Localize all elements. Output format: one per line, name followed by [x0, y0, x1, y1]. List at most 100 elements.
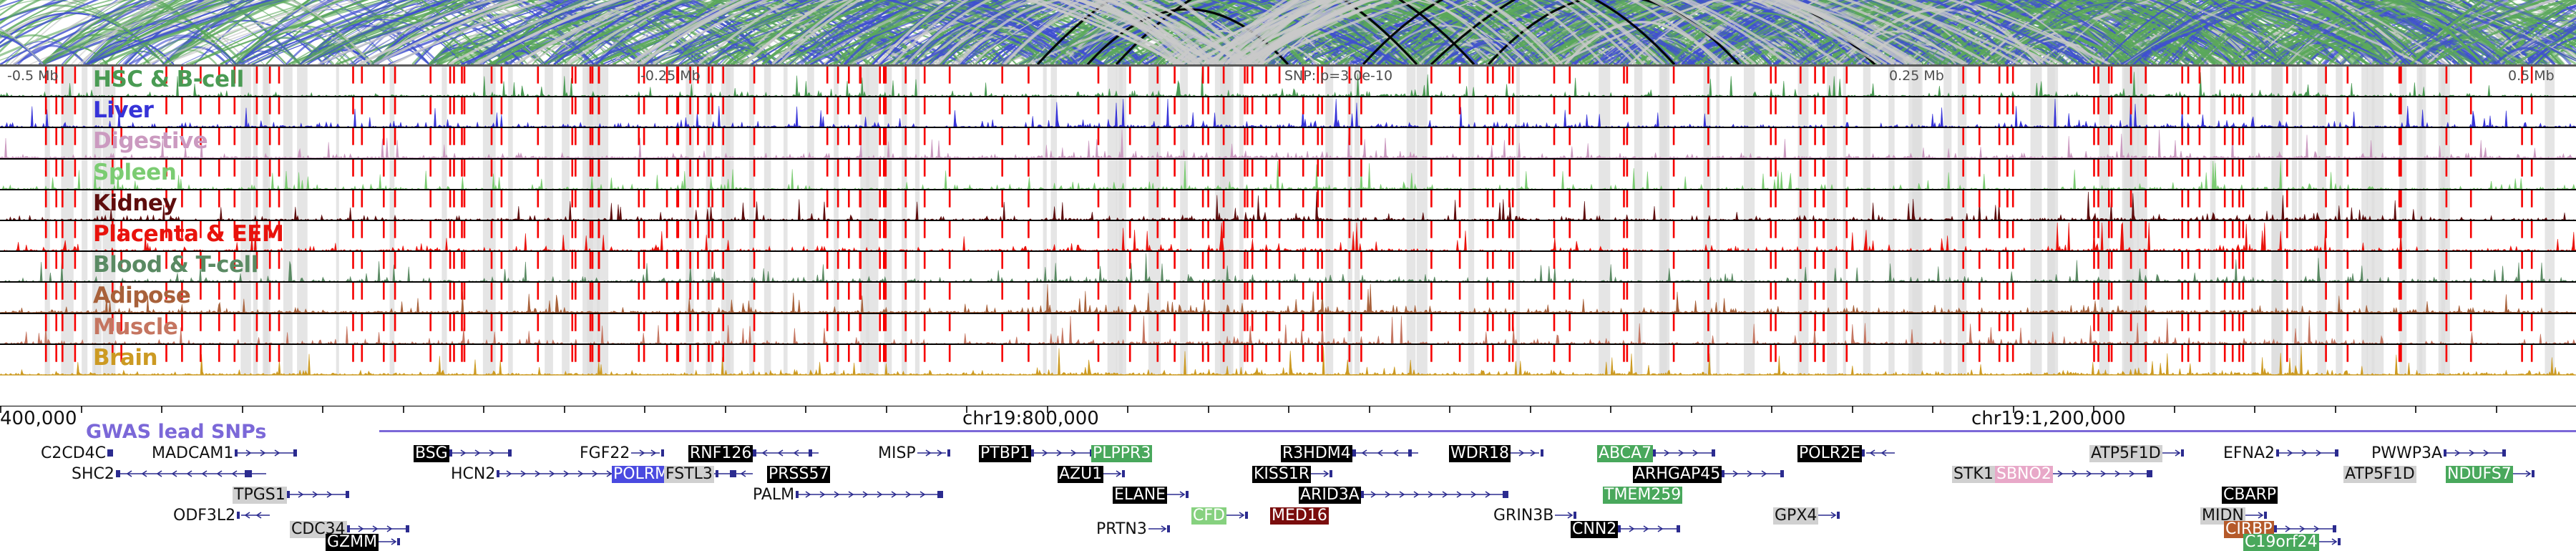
gene-label[interactable]: ARID3A: [1299, 486, 1361, 504]
gene-model: [235, 448, 301, 458]
gene-label[interactable]: POLR2E: [1797, 444, 1863, 462]
gene-entry[interactable]: PRTN3: [1095, 521, 1170, 538]
gene-entry[interactable]: MED16: [1270, 507, 1329, 525]
gene-label[interactable]: SHC2: [72, 465, 114, 483]
gene-entry[interactable]: GRIN3B: [1492, 507, 1577, 525]
gene-entry[interactable]: ODF3L2: [172, 507, 270, 525]
gene-label[interactable]: ATP5F1D: [2343, 465, 2416, 483]
gene-label[interactable]: PWWP3A: [2371, 444, 2443, 462]
gene-label[interactable]: EFNA2: [2223, 444, 2275, 462]
gene-entry[interactable]: KISS1R: [1252, 465, 1333, 483]
gene-label[interactable]: FSTL3: [664, 465, 714, 483]
gene-entry[interactable]: TPGS1: [233, 487, 353, 504]
gene-entry[interactable]: R3HDM4: [1281, 445, 1418, 462]
gene-label[interactable]: PALM: [753, 486, 795, 504]
gene-label[interactable]: NDUFS7: [2446, 465, 2513, 483]
gene-entry[interactable]: EFNA2: [2222, 445, 2342, 462]
gene-entry[interactable]: WDR18: [1449, 445, 1543, 462]
gene-entry[interactable]: CDC34: [290, 521, 413, 538]
gene-model: [107, 448, 117, 458]
gene-model: [1148, 524, 1170, 534]
gene-label[interactable]: PRTN3: [1096, 520, 1147, 538]
gene-model: [115, 469, 266, 479]
gene-label[interactable]: PRSS57: [767, 465, 831, 483]
gene-entry[interactable]: MISP: [877, 445, 950, 462]
gene-label[interactable]: FGF22: [580, 444, 630, 462]
gene-model: [1167, 489, 1189, 499]
gene-label[interactable]: KISS1R: [1252, 465, 1312, 483]
gene-entry[interactable]: SBNO2: [1995, 466, 2053, 483]
gene-label[interactable]: ELANE: [1113, 486, 1168, 504]
gene-label[interactable]: GRIN3B: [1493, 507, 1554, 525]
gwas-line: [379, 430, 2576, 432]
gene-label[interactable]: MADCAM1: [152, 444, 234, 462]
gene-label[interactable]: MISP: [878, 444, 916, 462]
gene-entry[interactable]: GPX4: [1773, 507, 1840, 525]
gene-label[interactable]: HCN2: [451, 465, 496, 483]
gene-label[interactable]: RNF126: [688, 444, 753, 462]
gene-entry[interactable]: SHC2: [70, 466, 266, 483]
gene-label[interactable]: ABCA7: [1597, 444, 1654, 462]
axis-tick: [2495, 406, 2497, 413]
gene-entry[interactable]: PWWP3A: [2370, 445, 2509, 462]
track-spleen: Spleen: [0, 159, 2576, 190]
gene-label[interactable]: C2CD4C: [41, 444, 107, 462]
gene-entry[interactable]: PLPPR3: [1091, 444, 1153, 462]
gene-entry[interactable]: ARHGAP45: [1633, 466, 1787, 483]
gene-model: [1555, 510, 1577, 520]
gene-entry[interactable]: CBARP: [2222, 487, 2278, 504]
gene-entry[interactable]: FSTL3: [664, 466, 756, 483]
gene-entry[interactable]: CFD: [1191, 507, 1248, 525]
gene-label[interactable]: AZU1: [1058, 465, 1104, 483]
gene-label[interactable]: CFD: [1191, 507, 1226, 525]
gene-label[interactable]: CNN2: [1571, 520, 1619, 538]
gene-label[interactable]: MED16: [1270, 507, 1329, 525]
gene-label[interactable]: ATP5F1D: [2089, 444, 2162, 462]
track-adipose: Adipose: [0, 283, 2576, 314]
gene-model: [796, 489, 946, 499]
axis-tick: [1449, 406, 1450, 413]
gene-entry[interactable]: PRSS57: [767, 465, 831, 483]
gene-label[interactable]: SBNO2: [1995, 465, 2053, 483]
axis-tick: [644, 406, 645, 413]
gene-model: [1103, 469, 1126, 479]
axis-tick: [1207, 406, 1209, 413]
gene-label[interactable]: WDR18: [1449, 444, 1511, 462]
gene-entry[interactable]: POLR2E: [1797, 444, 1896, 462]
gene-entry[interactable]: ATP5F1D: [2343, 466, 2416, 483]
gene-entry[interactable]: ABCA7: [1597, 445, 1719, 462]
gene-entry[interactable]: RNF126: [688, 445, 819, 462]
axis-tick: [1368, 406, 1370, 413]
gene-label[interactable]: PLPPR3: [1091, 444, 1153, 462]
gene-label[interactable]: CDC34: [290, 520, 347, 538]
gene-label[interactable]: GPX4: [1773, 507, 1819, 525]
axis-tick: [0, 406, 1, 413]
gene-label[interactable]: ODF3L2: [173, 507, 236, 525]
gene-entry[interactable]: FGF22: [578, 444, 665, 462]
gene-annotation-track: C2CD4C MADCAM1 BSG FGF22 RNF126 MISP PTBP1 PLPP…: [0, 442, 2576, 551]
gene-entry[interactable]: ARID3A: [1299, 487, 1511, 504]
gene-entry[interactable]: PALM: [751, 487, 946, 504]
gene-entry[interactable]: AZU1: [1058, 465, 1126, 483]
gene-label[interactable]: ARHGAP45: [1633, 465, 1722, 483]
gene-entry[interactable]: PTBP1: [979, 445, 1097, 462]
gene-entry[interactable]: MADCAM1: [150, 445, 301, 462]
gene-label[interactable]: BSG: [414, 444, 449, 462]
gene-model: [2444, 448, 2509, 458]
gene-entry[interactable]: NDUFS7: [2446, 466, 2534, 483]
track-liver: Liver: [0, 97, 2576, 129]
track-muscle: Muscle: [0, 313, 2576, 345]
gene-label[interactable]: R3HDM4: [1281, 444, 1352, 462]
gene-label[interactable]: TPGS1: [233, 486, 287, 504]
gene-label[interactable]: PTBP1: [979, 444, 1032, 462]
gene-entry[interactable]: BSG: [414, 445, 515, 462]
gene-entry[interactable]: ATP5F1D: [2089, 445, 2184, 462]
gene-entry[interactable]: C2CD4C: [39, 445, 117, 462]
gene-entry[interactable]: CNN2: [1571, 521, 1684, 538]
gene-entry[interactable]: ELANE: [1113, 487, 1189, 504]
gene-entry[interactable]: STK11: [1952, 466, 2155, 483]
gene-entry[interactable]: TMEM259: [1603, 486, 1683, 504]
gene-label[interactable]: CBARP: [2222, 486, 2278, 504]
gene-label[interactable]: TMEM259: [1603, 486, 1683, 504]
